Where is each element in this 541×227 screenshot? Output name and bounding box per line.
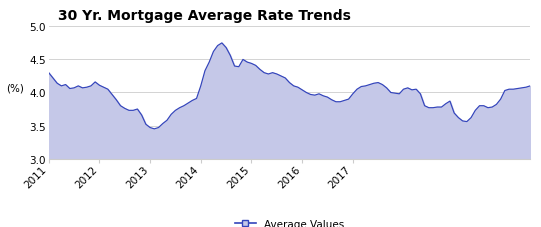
- Legend: Average Values: Average Values: [230, 215, 348, 227]
- Y-axis label: (%): (%): [6, 83, 24, 93]
- Text: 30 Yr. Mortgage Average Rate Trends: 30 Yr. Mortgage Average Rate Trends: [58, 9, 351, 23]
